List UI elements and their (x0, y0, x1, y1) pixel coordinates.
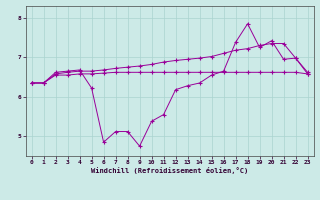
X-axis label: Windchill (Refroidissement éolien,°C): Windchill (Refroidissement éolien,°C) (91, 167, 248, 174)
